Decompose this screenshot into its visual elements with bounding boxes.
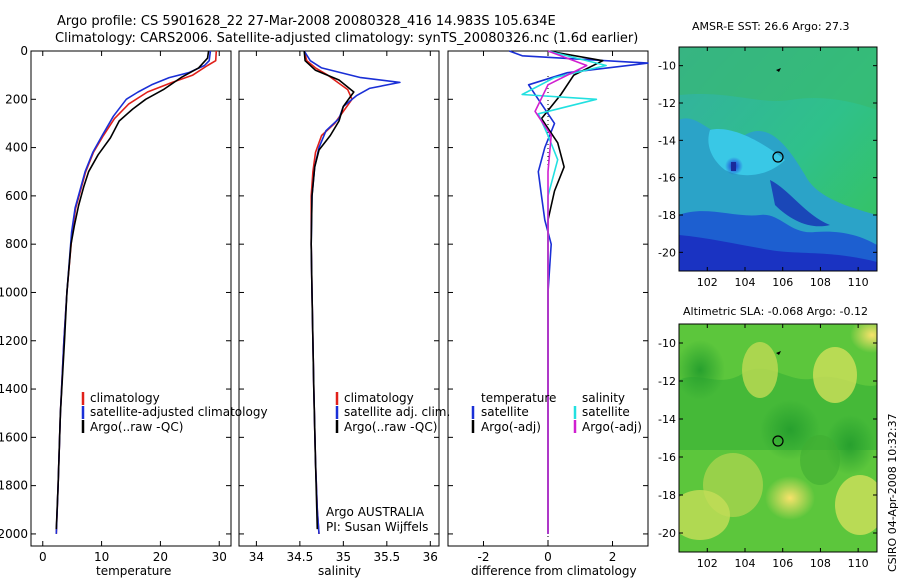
x-tick-label: 36 bbox=[423, 550, 438, 564]
sst-map-title: AMSR-E SST: 26.6 Argo: 27.3 bbox=[692, 20, 850, 33]
temperature-xlabel: temperature bbox=[96, 564, 171, 578]
legend-label-argo: Argo(..raw -QC) bbox=[344, 420, 437, 434]
salinity-axes bbox=[238, 50, 440, 547]
y-tick-label: 600 bbox=[5, 189, 28, 203]
map-x-tick-label: 104 bbox=[735, 276, 756, 289]
sla-map-ticks: 102 104 106 108 110 -10 -12 -14 -16 -18 -20 bbox=[658, 324, 877, 570]
annotation-pi: PI: Susan Wijffels bbox=[326, 520, 428, 534]
x-tick-label: 30 bbox=[212, 550, 227, 564]
map-x-tick-label: 102 bbox=[697, 557, 718, 570]
series-line-salinity-argo-adj- bbox=[534, 50, 588, 534]
legend-label-satellite: satellite-adjusted climatology bbox=[90, 405, 268, 419]
salinity-xlabel: salinity bbox=[318, 564, 361, 578]
figure-title-line2: Climatology: CARS2006. Satellite-adjuste… bbox=[55, 31, 638, 46]
series-line-satellite-adjusted-climatology bbox=[55, 50, 212, 534]
y-tick-label: 1200 bbox=[0, 334, 28, 348]
map-x-tick-label: 102 bbox=[697, 276, 718, 289]
sst-argo-location-marker bbox=[772, 151, 784, 163]
sla-map-title: Altimetric SLA: -0.068 Argo: -0.12 bbox=[683, 305, 868, 318]
map-y-tick-label: -16 bbox=[658, 451, 676, 464]
map-x-tick-label: 106 bbox=[772, 276, 793, 289]
difference-legend: temperature salinity satellite Argo(-adj… bbox=[471, 391, 642, 434]
legend-label-argo: Argo(..raw -QC) bbox=[90, 420, 183, 434]
legend-label-sal-argo: Argo(-adj) bbox=[582, 420, 642, 434]
side-timestamp-label: CSIRO 04-Apr-2008 10:32:37 bbox=[886, 413, 899, 572]
map-y-tick-label: -16 bbox=[658, 172, 676, 185]
figure-title-line1: Argo profile: CS 5901628_22 27-Mar-2008 … bbox=[57, 14, 556, 29]
series-line-satellite-adj-clim- bbox=[303, 50, 401, 534]
y-tick-label: 1000 bbox=[0, 285, 28, 299]
map-y-tick-label: -10 bbox=[658, 60, 676, 73]
series-layer bbox=[55, 50, 649, 534]
series-line-salinity-satellite bbox=[521, 50, 607, 534]
x-tick-label: 34 bbox=[249, 550, 264, 564]
temperature-legend: climatology satellite-adjusted climatolo… bbox=[81, 391, 268, 434]
map-y-tick-label: -10 bbox=[658, 337, 676, 350]
sla-argo-track-marker bbox=[776, 351, 781, 355]
annotation-argo-australia: Argo AUSTRALIA bbox=[326, 505, 425, 519]
legend-header-temperature: temperature bbox=[481, 391, 556, 405]
map-x-tick-label: 104 bbox=[735, 557, 756, 570]
series-line-argo-raw-qc- bbox=[303, 50, 355, 530]
legend-label-temp-satellite: satellite bbox=[481, 405, 529, 419]
map-y-tick-label: -14 bbox=[658, 134, 676, 147]
x-tick-label: 35.5 bbox=[373, 550, 400, 564]
map-y-tick-label: -14 bbox=[658, 413, 676, 426]
map-y-tick-label: -18 bbox=[658, 489, 676, 502]
y-tick-label: 1400 bbox=[0, 382, 28, 396]
y-tick-label: 1800 bbox=[0, 479, 28, 493]
map-x-tick-label: 108 bbox=[810, 557, 831, 570]
y-tick-label: 2000 bbox=[0, 527, 28, 541]
series-line-temperature-satellite bbox=[509, 50, 649, 534]
map-x-tick-label: 110 bbox=[848, 276, 869, 289]
map-x-tick-label: 110 bbox=[848, 557, 869, 570]
legend-label-climatology: climatology bbox=[90, 391, 160, 405]
legend-label-sal-satellite: satellite bbox=[582, 405, 630, 419]
salinity-legend: climatology satellite adj. clim. Argo(..… bbox=[326, 391, 450, 534]
x-tick-label: 0 bbox=[544, 550, 552, 564]
y-tick-label: 0 bbox=[20, 44, 28, 58]
y-tick-label: 400 bbox=[5, 141, 28, 155]
legend-label-temp-argo: Argo(-adj) bbox=[481, 420, 541, 434]
difference-xlabel: difference from climatology bbox=[471, 564, 637, 578]
tick-layer: 0 10 20 30020040060080010001200140016001800… bbox=[0, 44, 648, 564]
temperature-axes bbox=[30, 50, 232, 547]
map-y-tick-label: -20 bbox=[658, 527, 676, 540]
sla-map-frame bbox=[678, 323, 878, 553]
legend-label-satellite: satellite adj. clim. bbox=[344, 405, 450, 419]
sla-argo-location-marker bbox=[772, 435, 784, 447]
y-tick-label: 1600 bbox=[0, 430, 28, 444]
sla-map-image bbox=[679, 324, 877, 552]
legend-label-climatology: climatology bbox=[344, 391, 414, 405]
map-x-tick-label: 108 bbox=[810, 276, 831, 289]
sst-argo-track-marker bbox=[776, 68, 781, 72]
x-tick-label: 34.5 bbox=[287, 550, 314, 564]
map-y-tick-label: -12 bbox=[658, 375, 676, 388]
sst-map-frame bbox=[678, 46, 878, 272]
y-tick-label: 800 bbox=[5, 237, 28, 251]
series-line-climatology bbox=[55, 50, 218, 534]
sst-map-ticks: 102 104 106 108 110 -10 -12 -14 -16 -18 -20 bbox=[658, 47, 877, 289]
map-y-tick-label: -18 bbox=[658, 209, 676, 222]
x-tick-label: 20 bbox=[153, 550, 168, 564]
sst-map-image bbox=[679, 47, 877, 271]
map-y-tick-label: -12 bbox=[658, 97, 676, 110]
map-x-tick-label: 106 bbox=[772, 557, 793, 570]
x-tick-label: 10 bbox=[94, 550, 109, 564]
series-line-argo-raw-qc- bbox=[55, 50, 210, 530]
series-line-temperature-argo-adj- bbox=[540, 50, 604, 534]
x-tick-label: -2 bbox=[477, 550, 489, 564]
x-tick-label: 35 bbox=[336, 550, 351, 564]
x-tick-label: 2 bbox=[609, 550, 617, 564]
map-y-tick-label: -20 bbox=[658, 246, 676, 259]
legend-header-salinity: salinity bbox=[582, 391, 625, 405]
x-tick-label: 0 bbox=[39, 550, 47, 564]
y-tick-label: 200 bbox=[5, 92, 28, 106]
